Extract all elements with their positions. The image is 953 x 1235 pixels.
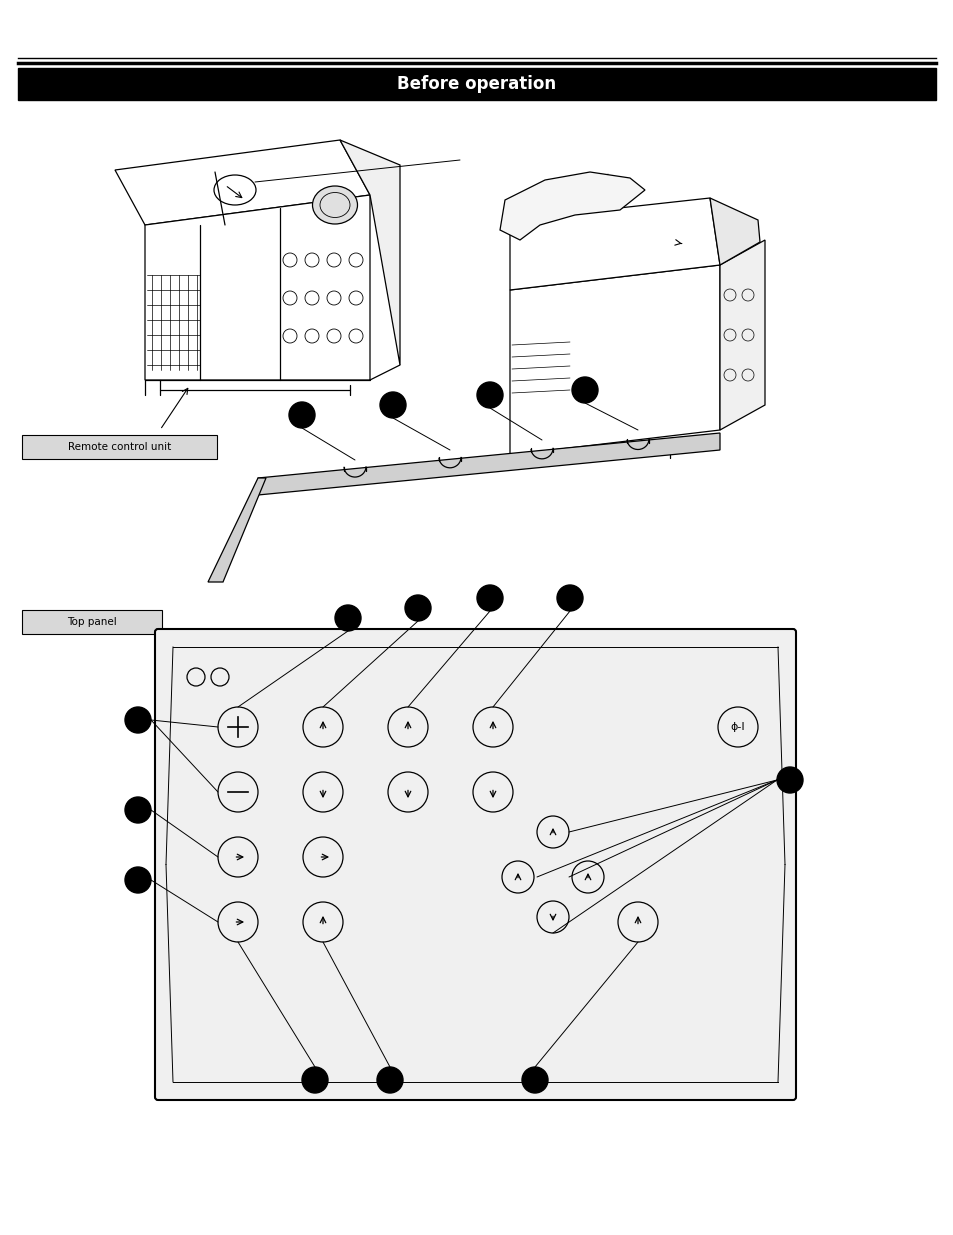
Circle shape xyxy=(376,1067,402,1093)
FancyBboxPatch shape xyxy=(154,629,795,1100)
Polygon shape xyxy=(510,198,720,290)
Text: Remote control unit: Remote control unit xyxy=(68,442,171,452)
Text: Top panel: Top panel xyxy=(67,618,117,627)
Circle shape xyxy=(476,585,502,611)
Circle shape xyxy=(776,767,802,793)
Polygon shape xyxy=(208,478,266,582)
Circle shape xyxy=(572,377,598,403)
Circle shape xyxy=(557,585,582,611)
FancyBboxPatch shape xyxy=(22,435,216,459)
Circle shape xyxy=(476,382,502,408)
Polygon shape xyxy=(720,240,764,430)
Circle shape xyxy=(335,605,360,631)
Text: ϕ-I: ϕ-I xyxy=(730,722,744,732)
Polygon shape xyxy=(499,172,644,240)
Circle shape xyxy=(379,391,406,417)
Bar xyxy=(18,68,935,100)
Circle shape xyxy=(289,403,314,429)
FancyBboxPatch shape xyxy=(22,610,162,634)
Circle shape xyxy=(405,595,431,621)
Circle shape xyxy=(302,1067,328,1093)
Polygon shape xyxy=(339,140,399,366)
Polygon shape xyxy=(510,266,720,454)
Polygon shape xyxy=(145,195,370,380)
Circle shape xyxy=(521,1067,547,1093)
Ellipse shape xyxy=(313,186,357,224)
Circle shape xyxy=(125,706,151,734)
Text: Before operation: Before operation xyxy=(397,75,556,93)
Polygon shape xyxy=(257,433,720,495)
Circle shape xyxy=(125,797,151,823)
Circle shape xyxy=(125,867,151,893)
Polygon shape xyxy=(115,140,370,225)
Polygon shape xyxy=(709,198,760,266)
